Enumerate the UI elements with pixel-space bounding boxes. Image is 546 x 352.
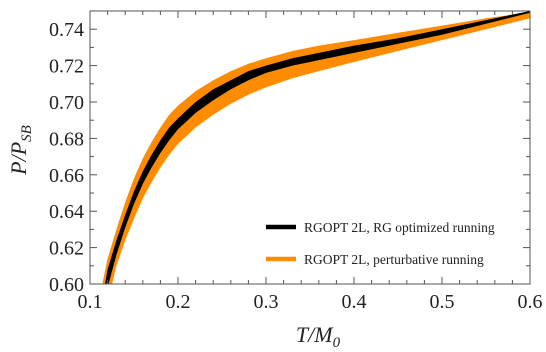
y-axis-label: P/PSB <box>6 125 35 176</box>
x-tick-label: 0.4 <box>342 291 367 313</box>
y-tick-label: 0.66 <box>49 165 84 187</box>
legend-label-rg-optimized: RGOPT 2L, RG optimized running <box>304 220 495 235</box>
legend-label-perturbative: RGOPT 2L, perturbative running <box>304 252 484 267</box>
x-axis-label: T/M0 <box>296 322 341 351</box>
band-perturbative-running <box>102 12 530 284</box>
y-tick-label: 0.64 <box>49 201 84 223</box>
legend: RGOPT 2L, RG optimized running RGOPT 2L,… <box>266 220 495 267</box>
band-layer <box>102 11 530 284</box>
y-tick-label: 0.74 <box>49 19 84 41</box>
x-tick-label: 0.3 <box>254 291 279 313</box>
x-tick-label: 0.6 <box>518 291 543 313</box>
y-tick-label: 0.60 <box>49 274 84 296</box>
y-tick-label: 0.68 <box>49 128 84 150</box>
tick-label-layer: 0.1 0.2 0.3 0.4 0.5 0.6 0.60 0.62 0.64 0.66 0.68 0.… <box>49 19 543 313</box>
x-tick-label: 0.1 <box>78 291 103 313</box>
x-tick-label: 0.5 <box>430 291 455 313</box>
y-tick-label: 0.72 <box>49 56 84 78</box>
y-tick-label: 0.70 <box>49 92 84 114</box>
x-tick-label: 0.2 <box>166 291 191 313</box>
tick-layer <box>89 10 531 285</box>
y-tick-label: 0.62 <box>49 238 84 260</box>
plot-frame <box>89 10 531 285</box>
